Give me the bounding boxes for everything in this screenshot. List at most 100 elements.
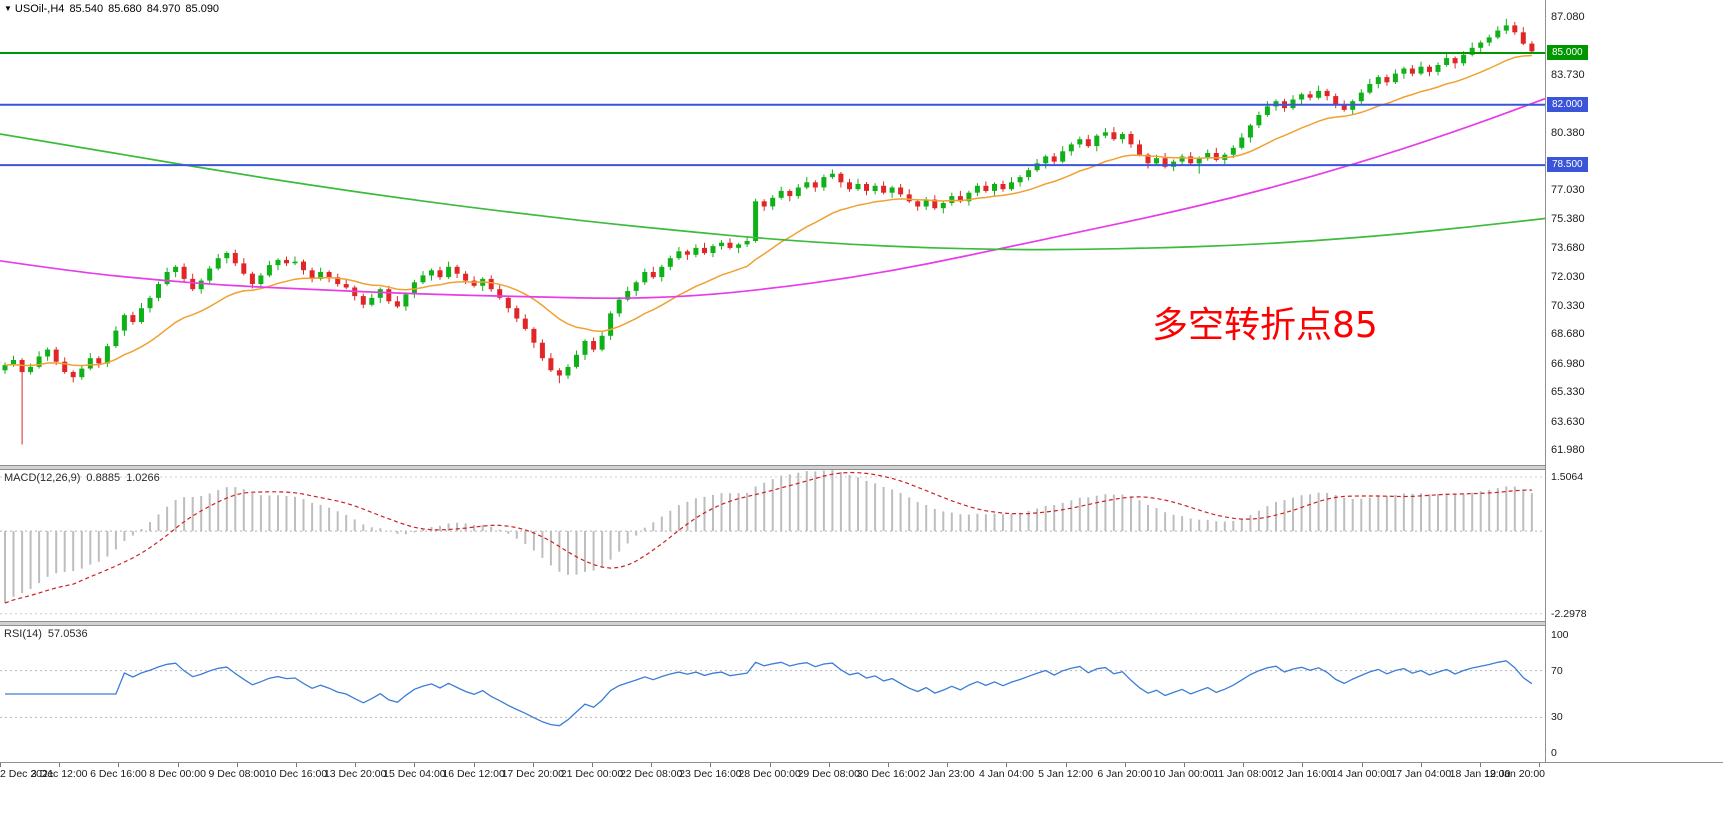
rsi-level-label: 100 xyxy=(1551,629,1569,641)
rsi-indicator-label: RSI(14) 57.0536 xyxy=(4,628,88,640)
ohlc-high: 85.680 xyxy=(108,3,142,15)
time-tick xyxy=(769,763,771,767)
time-tick xyxy=(177,763,179,767)
time-label: 2 Dec 2021 xyxy=(0,768,54,780)
time-tick xyxy=(118,763,120,767)
macd-indicator-label: MACD(12,26,9) 0.8885 1.0266 xyxy=(4,472,160,484)
time-tick xyxy=(414,763,416,767)
time-label: 19 Jan 20:00 xyxy=(1484,768,1545,780)
price-tick: 68.680 xyxy=(1551,328,1585,340)
time-tick xyxy=(1243,763,1245,767)
time-label: 4 Jan 04:00 xyxy=(978,768,1034,780)
ma-fast-line xyxy=(4,54,1532,367)
time-tick xyxy=(888,763,889,767)
time-tick xyxy=(473,763,475,767)
price-tick: 75.380 xyxy=(1551,213,1585,225)
macd-main-value: 0.8885 xyxy=(86,472,121,484)
macd-scale-max-label: 1.5064 xyxy=(1551,471,1584,483)
macd-pane[interactable]: MACD(12,26,9) 0.8885 1.0266 xyxy=(0,470,1545,621)
time-tick xyxy=(1184,763,1185,767)
rsi-value: 57.0536 xyxy=(47,628,88,640)
pane-separator-rsi[interactable] xyxy=(0,621,1723,626)
rsi-level-label: 70 xyxy=(1551,665,1563,677)
symbol-dropdown-icon[interactable]: ▼ xyxy=(4,4,12,13)
price-tick: 63.630 xyxy=(1551,416,1585,428)
annotation-text[interactable]: 多空转折点85 xyxy=(1152,305,1378,346)
time-label: 16 Dec 12:00 xyxy=(442,768,505,780)
time-label: 6 Dec 16:00 xyxy=(90,768,147,780)
time-tick xyxy=(1480,763,1481,767)
rsi-name: RSI(14) xyxy=(4,628,42,640)
time-tick xyxy=(592,763,593,767)
ohlc-low: 84.970 xyxy=(146,3,181,15)
macd-name: MACD(12,26,9) xyxy=(4,472,81,484)
time-tick xyxy=(532,763,534,767)
price-line-badge: 78.500 xyxy=(1547,157,1588,172)
time-tick xyxy=(1302,763,1304,767)
price-tick: 80.380 xyxy=(1551,127,1585,139)
rsi-pane[interactable]: RSI(14) 57.0536 xyxy=(0,626,1545,762)
time-label: 18 Jan 12:00 xyxy=(1449,768,1511,780)
time-label: 5 Jan 12:00 xyxy=(1038,768,1094,780)
candles xyxy=(2,18,1535,445)
symbol-timeframe-label: USOil-,H4 xyxy=(14,3,65,15)
time-tick xyxy=(1361,763,1363,767)
time-label: 22 Dec 08:00 xyxy=(619,768,683,780)
price-tick: 83.730 xyxy=(1551,69,1585,81)
time-tick xyxy=(710,763,712,767)
time-tick xyxy=(947,763,949,767)
time-label: 29 Dec 08:00 xyxy=(797,768,861,780)
price-tick: 61.980 xyxy=(1551,444,1585,456)
ma-slow-line xyxy=(0,133,1545,251)
time-label: 17 Jan 04:00 xyxy=(1390,768,1452,780)
price-axis[interactable]: 87.080 83.730 80.380 77.030 75.380 73.680 72.0… xyxy=(1545,0,1723,762)
time-label: 21 Dec 00:00 xyxy=(560,768,624,780)
price-line-badge: 85.000 xyxy=(1547,45,1588,60)
time-label: 14 Jan 00:00 xyxy=(1331,768,1392,780)
price-line-badge: 82.000 xyxy=(1547,97,1588,112)
time-label: 13 Dec 20:00 xyxy=(323,768,387,780)
time-label: 10 Jan 00:00 xyxy=(1153,768,1215,780)
time-tick xyxy=(236,763,238,767)
time-tick xyxy=(1420,763,1422,767)
price-tick: 66.980 xyxy=(1551,358,1585,370)
time-label: 28 Dec 00:00 xyxy=(738,768,801,780)
time-label: 23 Dec 16:00 xyxy=(679,768,742,780)
time-tick xyxy=(828,763,830,767)
rsi-line xyxy=(5,660,1533,727)
price-tick: 72.030 xyxy=(1551,271,1585,283)
time-tick xyxy=(296,763,297,767)
time-label: 3 Dec 12:00 xyxy=(30,768,88,780)
time-label: 10 Dec 16:00 xyxy=(264,768,328,780)
price-tick: 65.330 xyxy=(1551,386,1585,398)
time-axis[interactable]: 2 Dec 2021 3 Dec 12:00 6 Dec 16:00 8 Dec 00… xyxy=(0,762,1723,787)
time-tick xyxy=(1065,763,1067,767)
rsi-level-label: 30 xyxy=(1551,711,1563,723)
time-tick xyxy=(1539,763,1541,767)
time-tick xyxy=(59,763,61,767)
time-tick xyxy=(1124,763,1126,767)
ohlc-open: 85.540 xyxy=(69,3,104,15)
rsi-plot-canvas[interactable] xyxy=(0,626,1545,762)
macd-signal-value: 1.0266 xyxy=(126,472,160,484)
macd-histogram xyxy=(4,470,1533,603)
price-tick: 87.080 xyxy=(1551,11,1585,23)
time-label: 30 Dec 16:00 xyxy=(856,768,920,780)
symbol-ohlc-info: ▼ USOil-,H4 85.540 85.680 84.970 85.090 xyxy=(4,3,219,15)
time-label: 15 Dec 04:00 xyxy=(383,768,446,780)
macd-signal-line xyxy=(4,471,1532,604)
time-label: 12 Jan 16:00 xyxy=(1272,768,1333,780)
ohlc-close: 85.090 xyxy=(185,3,220,15)
price-tick: 77.030 xyxy=(1551,184,1585,196)
price-plot-canvas[interactable] xyxy=(0,0,1545,465)
macd-scale-min-label: -2.2978 xyxy=(1551,608,1587,620)
pane-separator-macd[interactable] xyxy=(0,465,1723,470)
time-tick xyxy=(0,763,1,767)
time-label: 2 Jan 23:00 xyxy=(919,768,975,780)
price-tick: 73.680 xyxy=(1551,242,1585,254)
time-tick xyxy=(355,763,357,767)
macd-plot-canvas[interactable] xyxy=(0,470,1545,621)
price-chart-pane[interactable]: ▼ USOil-,H4 85.540 85.680 84.970 85.090 多空转折点… xyxy=(0,0,1545,465)
time-label: 17 Dec 20:00 xyxy=(501,768,565,780)
